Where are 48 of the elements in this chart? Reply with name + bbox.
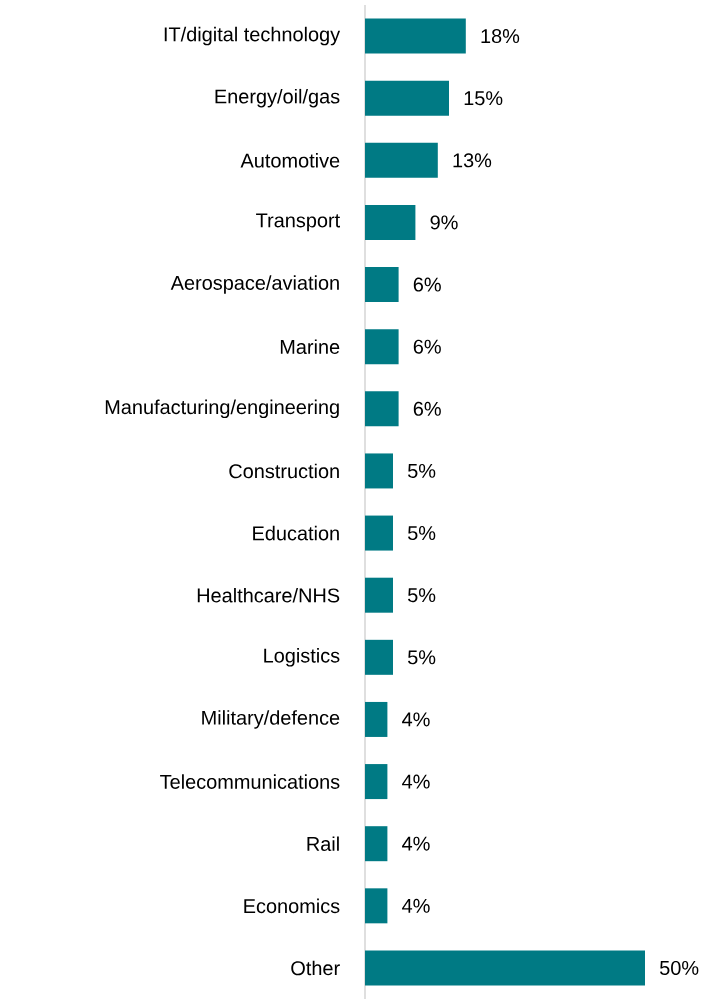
y-tick-label: Automotive — [240, 153, 340, 168]
data-label: 5% — [408, 526, 436, 541]
bar — [365, 701, 388, 737]
data-label: 4% — [402, 774, 430, 789]
y-tick-label: Marine — [280, 339, 340, 354]
bar — [365, 888, 388, 924]
y-tick-label: Rail — [307, 836, 339, 852]
bar — [365, 453, 393, 489]
y-tick-label: Manufacturing/engineering — [105, 399, 339, 419]
bar — [365, 329, 399, 365]
data-label: 5% — [408, 650, 436, 665]
data-label: 5% — [408, 463, 436, 478]
y-tick-label: IT/digital technology — [164, 26, 341, 46]
y-tick-label: Energy/oil/gas — [215, 88, 340, 108]
data-label: 4% — [402, 836, 430, 851]
y-tick-label: Telecommunications — [160, 774, 340, 789]
bar — [365, 826, 388, 862]
y-tick-label: Education — [253, 525, 339, 541]
data-label: 6% — [413, 401, 441, 416]
bar — [365, 639, 393, 675]
data-label: 5% — [408, 588, 436, 603]
data-label: 4% — [402, 898, 430, 913]
data-label: 6% — [413, 277, 441, 292]
bar — [365, 80, 449, 116]
y-tick-label: Aerospace/aviation — [170, 275, 339, 294]
y-tick-label: Construction — [229, 463, 339, 479]
data-label: 9% — [430, 215, 458, 230]
data-label: 4% — [402, 712, 430, 727]
bar — [365, 577, 393, 613]
bar — [365, 764, 388, 800]
y-tick-label: Military/defence — [202, 710, 340, 729]
data-label: 50% — [660, 960, 699, 975]
y-tick-label: Economics — [244, 898, 340, 914]
y-tick-label: Healthcare/NHS — [197, 587, 340, 603]
bar — [365, 142, 438, 178]
data-label: 13% — [453, 153, 492, 168]
bar — [365, 204, 416, 240]
data-label: 15% — [464, 91, 503, 106]
data-label: 18% — [481, 29, 520, 44]
data-label: 6% — [413, 339, 441, 354]
bar — [365, 950, 645, 986]
bar — [365, 267, 399, 303]
bar — [365, 18, 466, 54]
y-tick-label: Transport — [256, 213, 341, 232]
bar — [365, 515, 393, 551]
y-tick-label: Other — [291, 960, 340, 976]
y-tick-label: Logistics — [264, 648, 340, 667]
bar — [365, 391, 399, 427]
